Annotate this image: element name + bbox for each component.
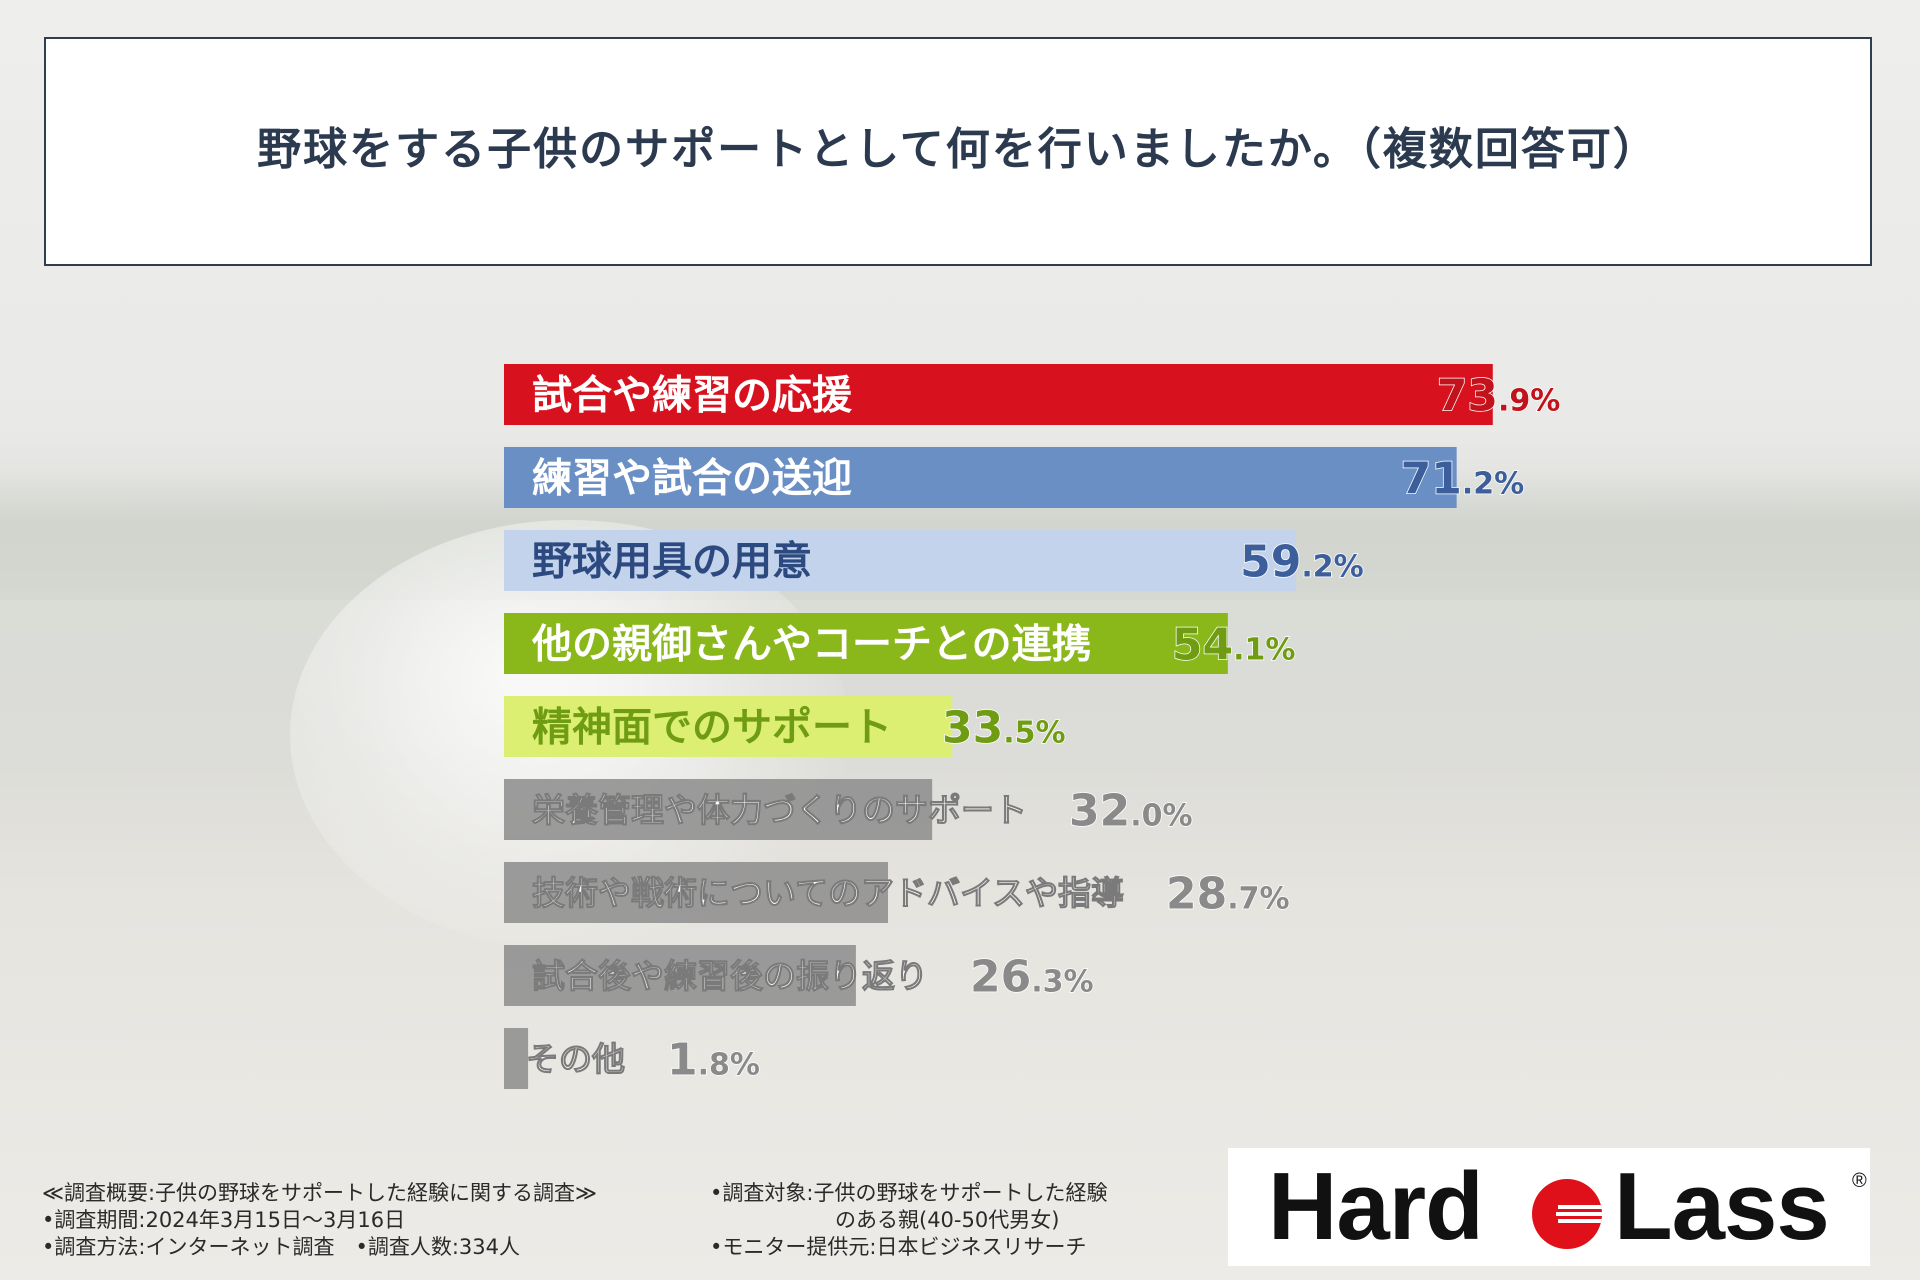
bar-3 (504, 530, 1297, 591)
category-label-2: 練習や試合の送迎 (532, 456, 852, 502)
category-label-8: 試合後や練習後の振り返り (532, 957, 928, 996)
bar-6 (504, 779, 933, 840)
category-label-9: その他 (526, 1040, 625, 1079)
title-box: 野球をする子供のサポートとして何を行いましたか。（複数回答可） (44, 37, 1872, 266)
bar-1 (504, 364, 1493, 425)
category-label-4: 他の親御さんやコーチとの連携 (531, 622, 1092, 668)
logo-text-hard: Hard (1268, 1153, 1484, 1260)
survey-target-cont: のある親(40-50代男女) (835, 1208, 1060, 1232)
value-label-5: 33.5% (942, 703, 1066, 754)
survey-target: •調査対象:子供の野球をサポートした経験 (710, 1181, 1108, 1205)
category-label-1: 試合や練習の応援 (532, 373, 853, 419)
value-label-8: 26.3% (970, 952, 1094, 1003)
survey-period: •調査期間:2024年3月15日～3月16日 (42, 1208, 406, 1232)
bar-7 (504, 862, 889, 923)
bar-9 (504, 1028, 529, 1089)
bar-5 (504, 696, 953, 757)
value-label-3: 59.2% (1240, 537, 1364, 588)
survey-provider: •モニター提供元:日本ビジネスリサーチ (710, 1235, 1087, 1259)
brand-logo: Hard Lass ® (1228, 1148, 1870, 1266)
value-label-1: 73.9% (1437, 371, 1561, 422)
value-label-7: 28.7% (1166, 869, 1290, 920)
survey-overview: ≪調査概要:子供の野球をサポートした経験に関する調査≫ (42, 1181, 598, 1205)
value-label-2: 71.2% (1401, 454, 1525, 505)
survey-notes: ≪調査概要:子供の野球をサポートした経験に関する調査≫ •調査期間:2024年3… (42, 1180, 1222, 1275)
survey-method: •調査方法:インターネット調査 •調査人数:334人 (42, 1235, 521, 1259)
value-label-6: 32.0% (1069, 786, 1193, 837)
bar-2 (504, 447, 1457, 508)
registered-mark: ® (1852, 1170, 1867, 1192)
bar-4 (504, 613, 1228, 674)
category-label-3: 野球用具の用意 (532, 539, 812, 585)
value-label-4: 54.1% (1172, 620, 1296, 671)
value-label-9: 1.8% (667, 1035, 760, 1086)
logo-circle-icon (1532, 1179, 1602, 1249)
category-label-6: 栄養管理や体力づくりのサポート (532, 791, 1027, 830)
bar-8 (504, 945, 856, 1006)
category-label-7: 技術や戦術についてのアドバイスや指導 (532, 874, 1124, 913)
category-label-5: 精神面でのサポート (532, 705, 892, 751)
logo-text-lass: Lass (1614, 1153, 1830, 1260)
chart-title: 野球をする子供のサポートとして何を行いましたか。（複数回答可） (257, 123, 1659, 175)
